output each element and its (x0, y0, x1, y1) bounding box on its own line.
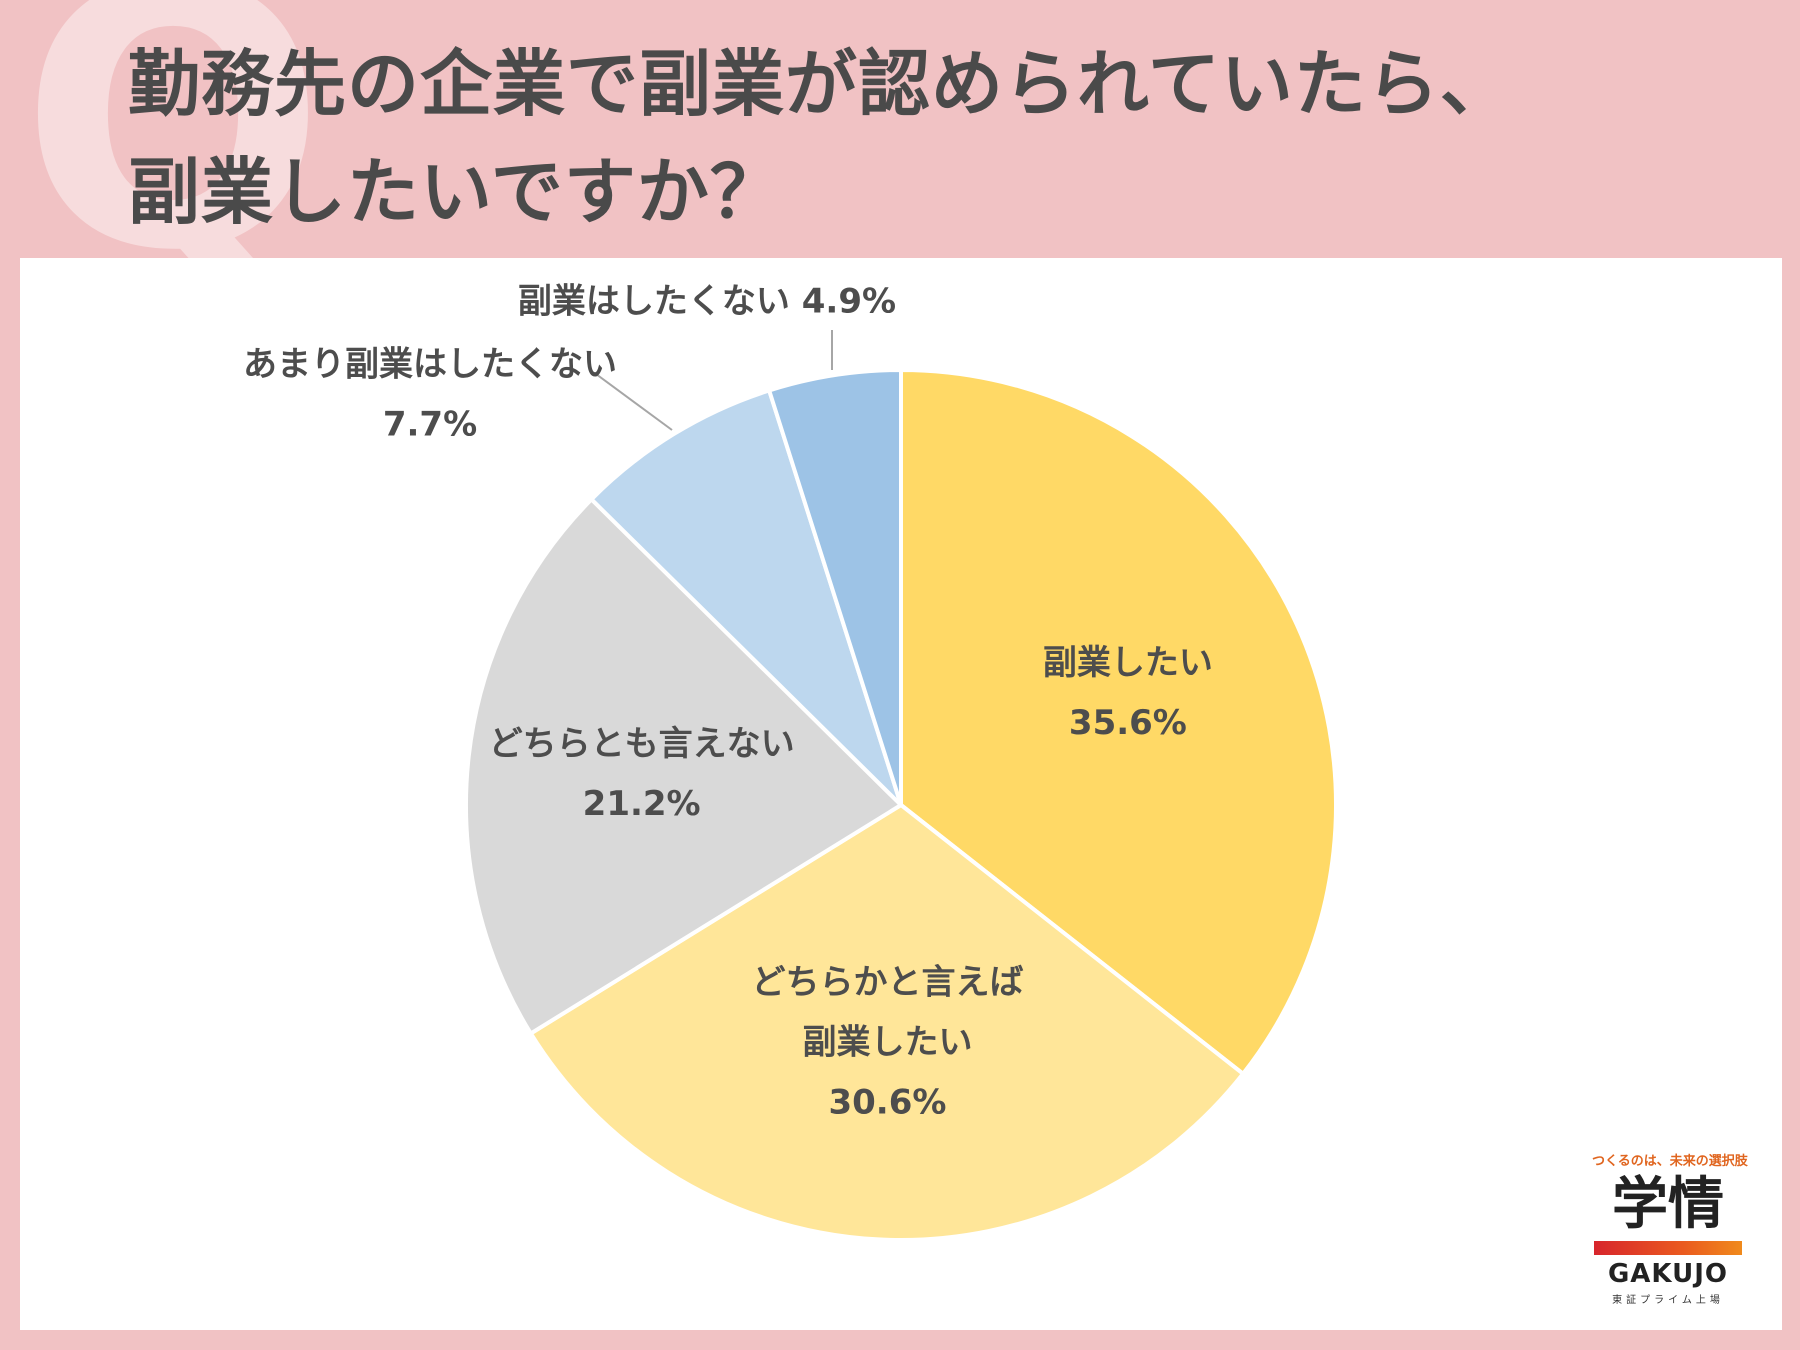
slice-value-1: 35.6% (1069, 703, 1187, 743)
logo-kanji: 学情 (1612, 1172, 1724, 1237)
q-watermark: Q (20, 0, 327, 329)
logo-bar (1594, 1241, 1742, 1255)
pie-slice-2 (528, 802, 1246, 1243)
slice-value-4: 7.7% (383, 405, 477, 445)
title-line-2: 副業したいですか？ (128, 150, 783, 234)
pie-slice-1 (899, 367, 1338, 1077)
pie-slice-3 (464, 496, 905, 1037)
gakujo-logo: つくるのは、未来の選択肢 学情 GAKUJO 東証プライム上場 (1592, 1150, 1748, 1306)
chart-panel: 副業したい 35.6% どちらかと言えば 副業したい 30.6% どちらとも言えない 21.… (20, 258, 1782, 1330)
title-line-1: 勤務先の企業で副業が認められていたら、 (128, 42, 1513, 126)
slice-label-3: どちらとも言えない (489, 724, 795, 764)
slice-label-2: 副業したい (802, 1022, 972, 1062)
slice-value-3: 21.2% (583, 784, 701, 824)
leader-line-4 (595, 373, 673, 431)
slice-label-5: 副業はしたくない 4.9% (518, 282, 896, 322)
slice-label-2: どちらかと言えば (751, 962, 1023, 1002)
pie-slice-4 (588, 387, 903, 807)
logo-listed: 東証プライム上場 (1612, 1295, 1724, 1306)
slice-label-4: あまり副業はしたくない (243, 345, 617, 385)
page-title: 勤務先の企業で副業が認められていたら、 副業したいですか？ (128, 30, 1688, 246)
slice-label-1: 副業したい (1043, 643, 1213, 683)
slice-value-2: 30.6% (828, 1082, 946, 1122)
logo-roman: GAKUJO (1607, 1259, 1729, 1289)
logo-tagline: つくるのは、未来の選択肢 (1592, 1154, 1748, 1169)
pie-chart: 副業したい35.6%どちらかと言えば副業したい30.6%どちらとも言えない21.… (243, 282, 1338, 1243)
pie-slice-5 (766, 367, 903, 806)
